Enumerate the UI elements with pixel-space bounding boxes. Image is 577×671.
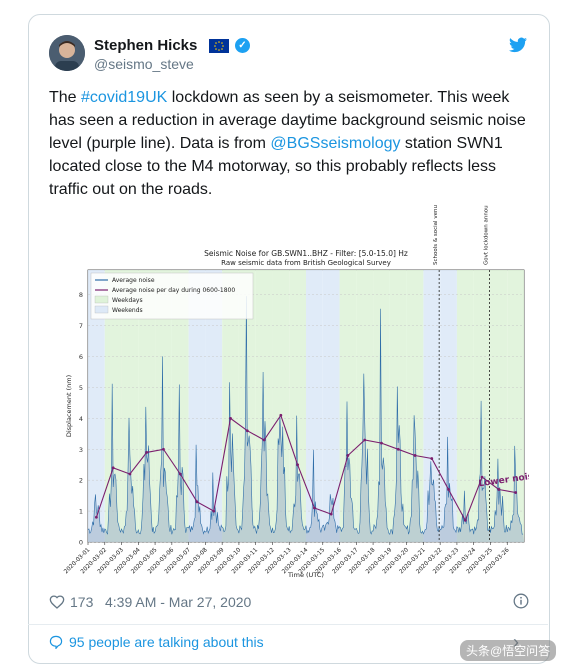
- daily-average-point: [463, 518, 467, 522]
- daily-average-point: [245, 429, 249, 433]
- weekend-band: [306, 270, 323, 542]
- weekend-band: [322, 270, 340, 542]
- info-icon[interactable]: [513, 593, 529, 609]
- y-tick-label: 0: [79, 539, 83, 547]
- daily-average-point: [430, 457, 434, 460]
- weekday-band: [171, 270, 189, 542]
- y-axis-label: Displacement (nm): [65, 375, 73, 437]
- daily-average-point: [497, 488, 501, 491]
- tweet-timestamp[interactable]: 4:39 AM - Mar 27, 2020: [105, 594, 252, 610]
- user-display-name[interactable]: Stephen Hicks: [94, 37, 198, 54]
- weekend-band: [440, 270, 457, 542]
- daily-average-point: [380, 441, 383, 445]
- weekday-band: [473, 270, 491, 542]
- weekday-band: [255, 270, 273, 542]
- tweet-text-segment: lockdown as seen by a seismometer. This …: [49, 89, 526, 152]
- x-axis-label: Time (UTC): [287, 571, 324, 579]
- user-handle[interactable]: @seismo_steve: [94, 56, 194, 72]
- daily-average-point: [396, 447, 400, 451]
- y-tick-label: 5: [79, 384, 83, 392]
- daily-average-point: [195, 500, 199, 504]
- daily-average-point: [128, 472, 132, 476]
- weekday-band: [121, 270, 139, 542]
- daily-average-point: [413, 454, 417, 457]
- daily-average-point: [178, 472, 182, 476]
- event-label: Govt lockdown announced: [483, 205, 489, 265]
- series-average-noise: [87, 296, 524, 535]
- weekday-band: [406, 270, 424, 542]
- series-daily-average: [95, 414, 516, 522]
- daily-average-point: [514, 491, 518, 494]
- weekday-band: [155, 270, 172, 542]
- weekday-band: [456, 270, 474, 542]
- twitter-bird-icon[interactable]: [509, 37, 527, 53]
- daily-average-point: [111, 466, 115, 470]
- tweet-footer: 173 4:39 AM - Mar 27, 2020: [49, 592, 529, 614]
- daily-average-point: [346, 454, 350, 457]
- chart-title: Seismic Noise for GB.SWN1..BHZ - Filter:…: [204, 249, 408, 258]
- y-tick-label: 7: [79, 322, 83, 330]
- daily-average-point: [329, 512, 333, 516]
- hashtag-link[interactable]: #covid19UK: [81, 89, 168, 106]
- daily-average-point: [262, 438, 266, 442]
- footer-divider: [28, 624, 548, 625]
- daily-average-point: [94, 515, 98, 519]
- daily-average-point: [447, 488, 450, 491]
- tweet-text-segment: The: [49, 89, 82, 106]
- legend-label: Average noise: [112, 277, 155, 284]
- user-avatar[interactable]: [49, 35, 85, 71]
- legend-label: Weekdays: [112, 297, 143, 304]
- conversation-link[interactable]: 95 people are talking about this: [49, 634, 264, 650]
- chart-svg: 0 1 2 3 4 5 6 7 8 Schools & social venues closed G…: [63, 179, 567, 579]
- speech-bubble-icon: [49, 635, 63, 649]
- daily-average-point: [480, 475, 484, 479]
- verified-badge-icon: ✓: [235, 38, 250, 53]
- like-count[interactable]: 173: [70, 594, 94, 610]
- y-tick-label: 2: [79, 477, 83, 485]
- noise-area: [88, 296, 524, 542]
- chart-subtitle: Raw seismic data from British Geological…: [221, 259, 391, 267]
- weekday-band: [507, 270, 524, 542]
- heart-icon[interactable]: [49, 594, 65, 610]
- daily-average-point: [229, 416, 232, 420]
- weekday-band: [490, 270, 508, 542]
- daily-average-point: [312, 506, 316, 510]
- legend-label: Weekends: [112, 307, 143, 314]
- weekend-band: [88, 270, 105, 542]
- daily-average-point: [212, 509, 216, 513]
- daily-average-point: [145, 450, 149, 454]
- legend-swatch: [94, 305, 109, 314]
- seismic-chart[interactable]: 0 1 2 3 4 5 6 7 8 Schools & social venues closed G…: [51, 179, 567, 580]
- legend-box: [90, 272, 254, 320]
- event-label: Schools & social venues closed: [433, 205, 439, 265]
- eu-flag-icon: [209, 39, 229, 53]
- weekday-band: [138, 270, 156, 542]
- y-tick-label: 6: [79, 353, 83, 361]
- watermark: 头条@悟空问答: [460, 640, 557, 661]
- y-tick-label: 4: [79, 415, 83, 423]
- daily-average-point: [162, 447, 165, 451]
- weekend-band: [188, 270, 206, 542]
- mention-link[interactable]: @BGSseismology: [270, 135, 401, 152]
- weekday-band: [289, 270, 306, 542]
- y-tick-label: 8: [79, 291, 83, 299]
- legend-label: Average noise per day during 0600-1800: [112, 287, 235, 294]
- weekday-band: [389, 270, 407, 542]
- conversation-count: 95 people are talking about this: [69, 634, 264, 650]
- legend-swatch: [94, 295, 109, 304]
- weekday-band: [104, 270, 122, 542]
- daily-average-point: [279, 413, 283, 417]
- daily-average-point: [296, 463, 300, 467]
- daily-average-point: [363, 438, 367, 442]
- weekday-band: [373, 270, 390, 542]
- tweet-text-segment: station SWN1 located close to the M4 mot…: [49, 135, 503, 198]
- weekend-band: [423, 270, 441, 542]
- weekday-band: [222, 270, 239, 542]
- tweet-text: The #covid19UK lockdown as seen by a sei…: [49, 86, 529, 201]
- weekday-band: [339, 270, 357, 542]
- y-tick-label: 3: [79, 446, 83, 454]
- avatar-image: [49, 35, 85, 71]
- weekend-band: [205, 270, 223, 542]
- y-tick-label: 1: [79, 508, 83, 516]
